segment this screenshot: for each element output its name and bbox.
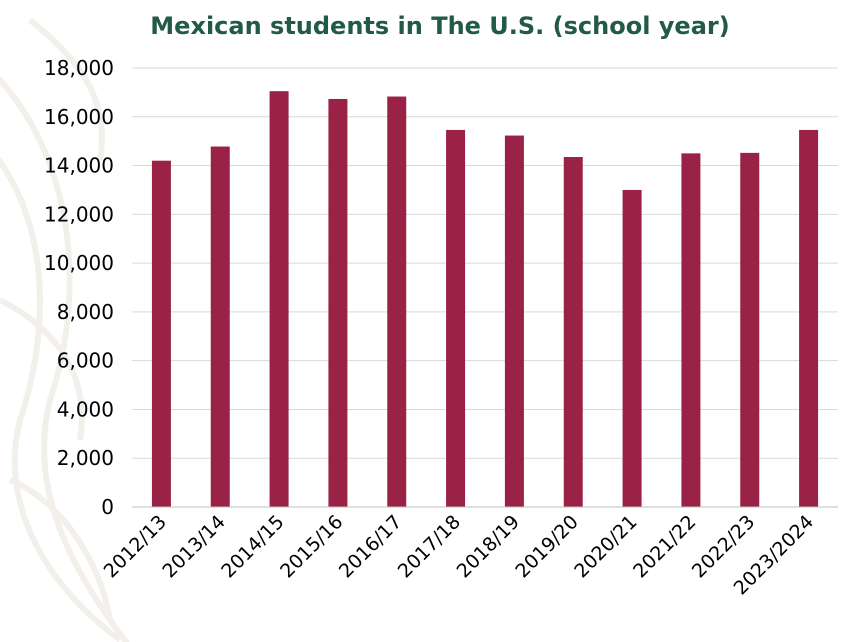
x-tick-label: 2019/20 bbox=[511, 511, 582, 582]
x-tick-label: 2012/13 bbox=[100, 511, 171, 582]
bar-2013-14 bbox=[210, 146, 230, 507]
background-watermark bbox=[0, 17, 130, 642]
bar-2020-21 bbox=[622, 189, 642, 507]
bars bbox=[151, 91, 819, 508]
x-tick-label: 2014/15 bbox=[217, 511, 288, 582]
y-tick-label: 2,000 bbox=[57, 446, 114, 470]
x-tick-label: 2018/19 bbox=[453, 511, 524, 582]
y-tick-label: 4,000 bbox=[57, 397, 114, 421]
bar-2018-19 bbox=[504, 135, 524, 507]
x-tick-label: 2015/16 bbox=[276, 511, 347, 582]
y-tick-label: 14,000 bbox=[44, 154, 114, 178]
y-tick-label: 0 bbox=[101, 495, 114, 519]
x-tick-label: 2013/14 bbox=[158, 511, 229, 582]
bar-2019-20 bbox=[563, 157, 583, 507]
y-tick-label: 12,000 bbox=[44, 202, 114, 226]
bar-2021-22 bbox=[681, 153, 701, 507]
chart-title: Mexican students in The U.S. (school yea… bbox=[150, 12, 729, 40]
x-tick-label: 2020/21 bbox=[570, 511, 641, 582]
bar-2012-13 bbox=[151, 160, 171, 507]
bar-2017-18 bbox=[446, 129, 466, 507]
bar-2015-16 bbox=[328, 98, 348, 508]
x-tick-label: 2021/22 bbox=[629, 511, 700, 582]
y-tick-label: 8,000 bbox=[57, 300, 114, 324]
y-tick-label: 10,000 bbox=[44, 251, 114, 275]
y-tick-label: 6,000 bbox=[57, 349, 114, 373]
bar-2023-2024 bbox=[799, 129, 819, 507]
y-tick-label: 16,000 bbox=[44, 105, 114, 129]
y-tick-label: 18,000 bbox=[44, 56, 114, 80]
x-tick-label: 2016/17 bbox=[335, 511, 406, 582]
x-tick-label: 2017/18 bbox=[394, 511, 465, 582]
gridlines bbox=[132, 67, 838, 459]
bar-2022-23 bbox=[740, 152, 760, 507]
bar-2014-15 bbox=[269, 91, 289, 508]
bar-2016-17 bbox=[387, 96, 407, 507]
x-axis-tick-labels: 2012/132013/142014/152015/162016/172017/… bbox=[100, 511, 819, 599]
y-axis-tick-labels: 0 2,000 4,000 6,000 8,000 10,000 12,000 14,000 1… bbox=[44, 56, 114, 519]
